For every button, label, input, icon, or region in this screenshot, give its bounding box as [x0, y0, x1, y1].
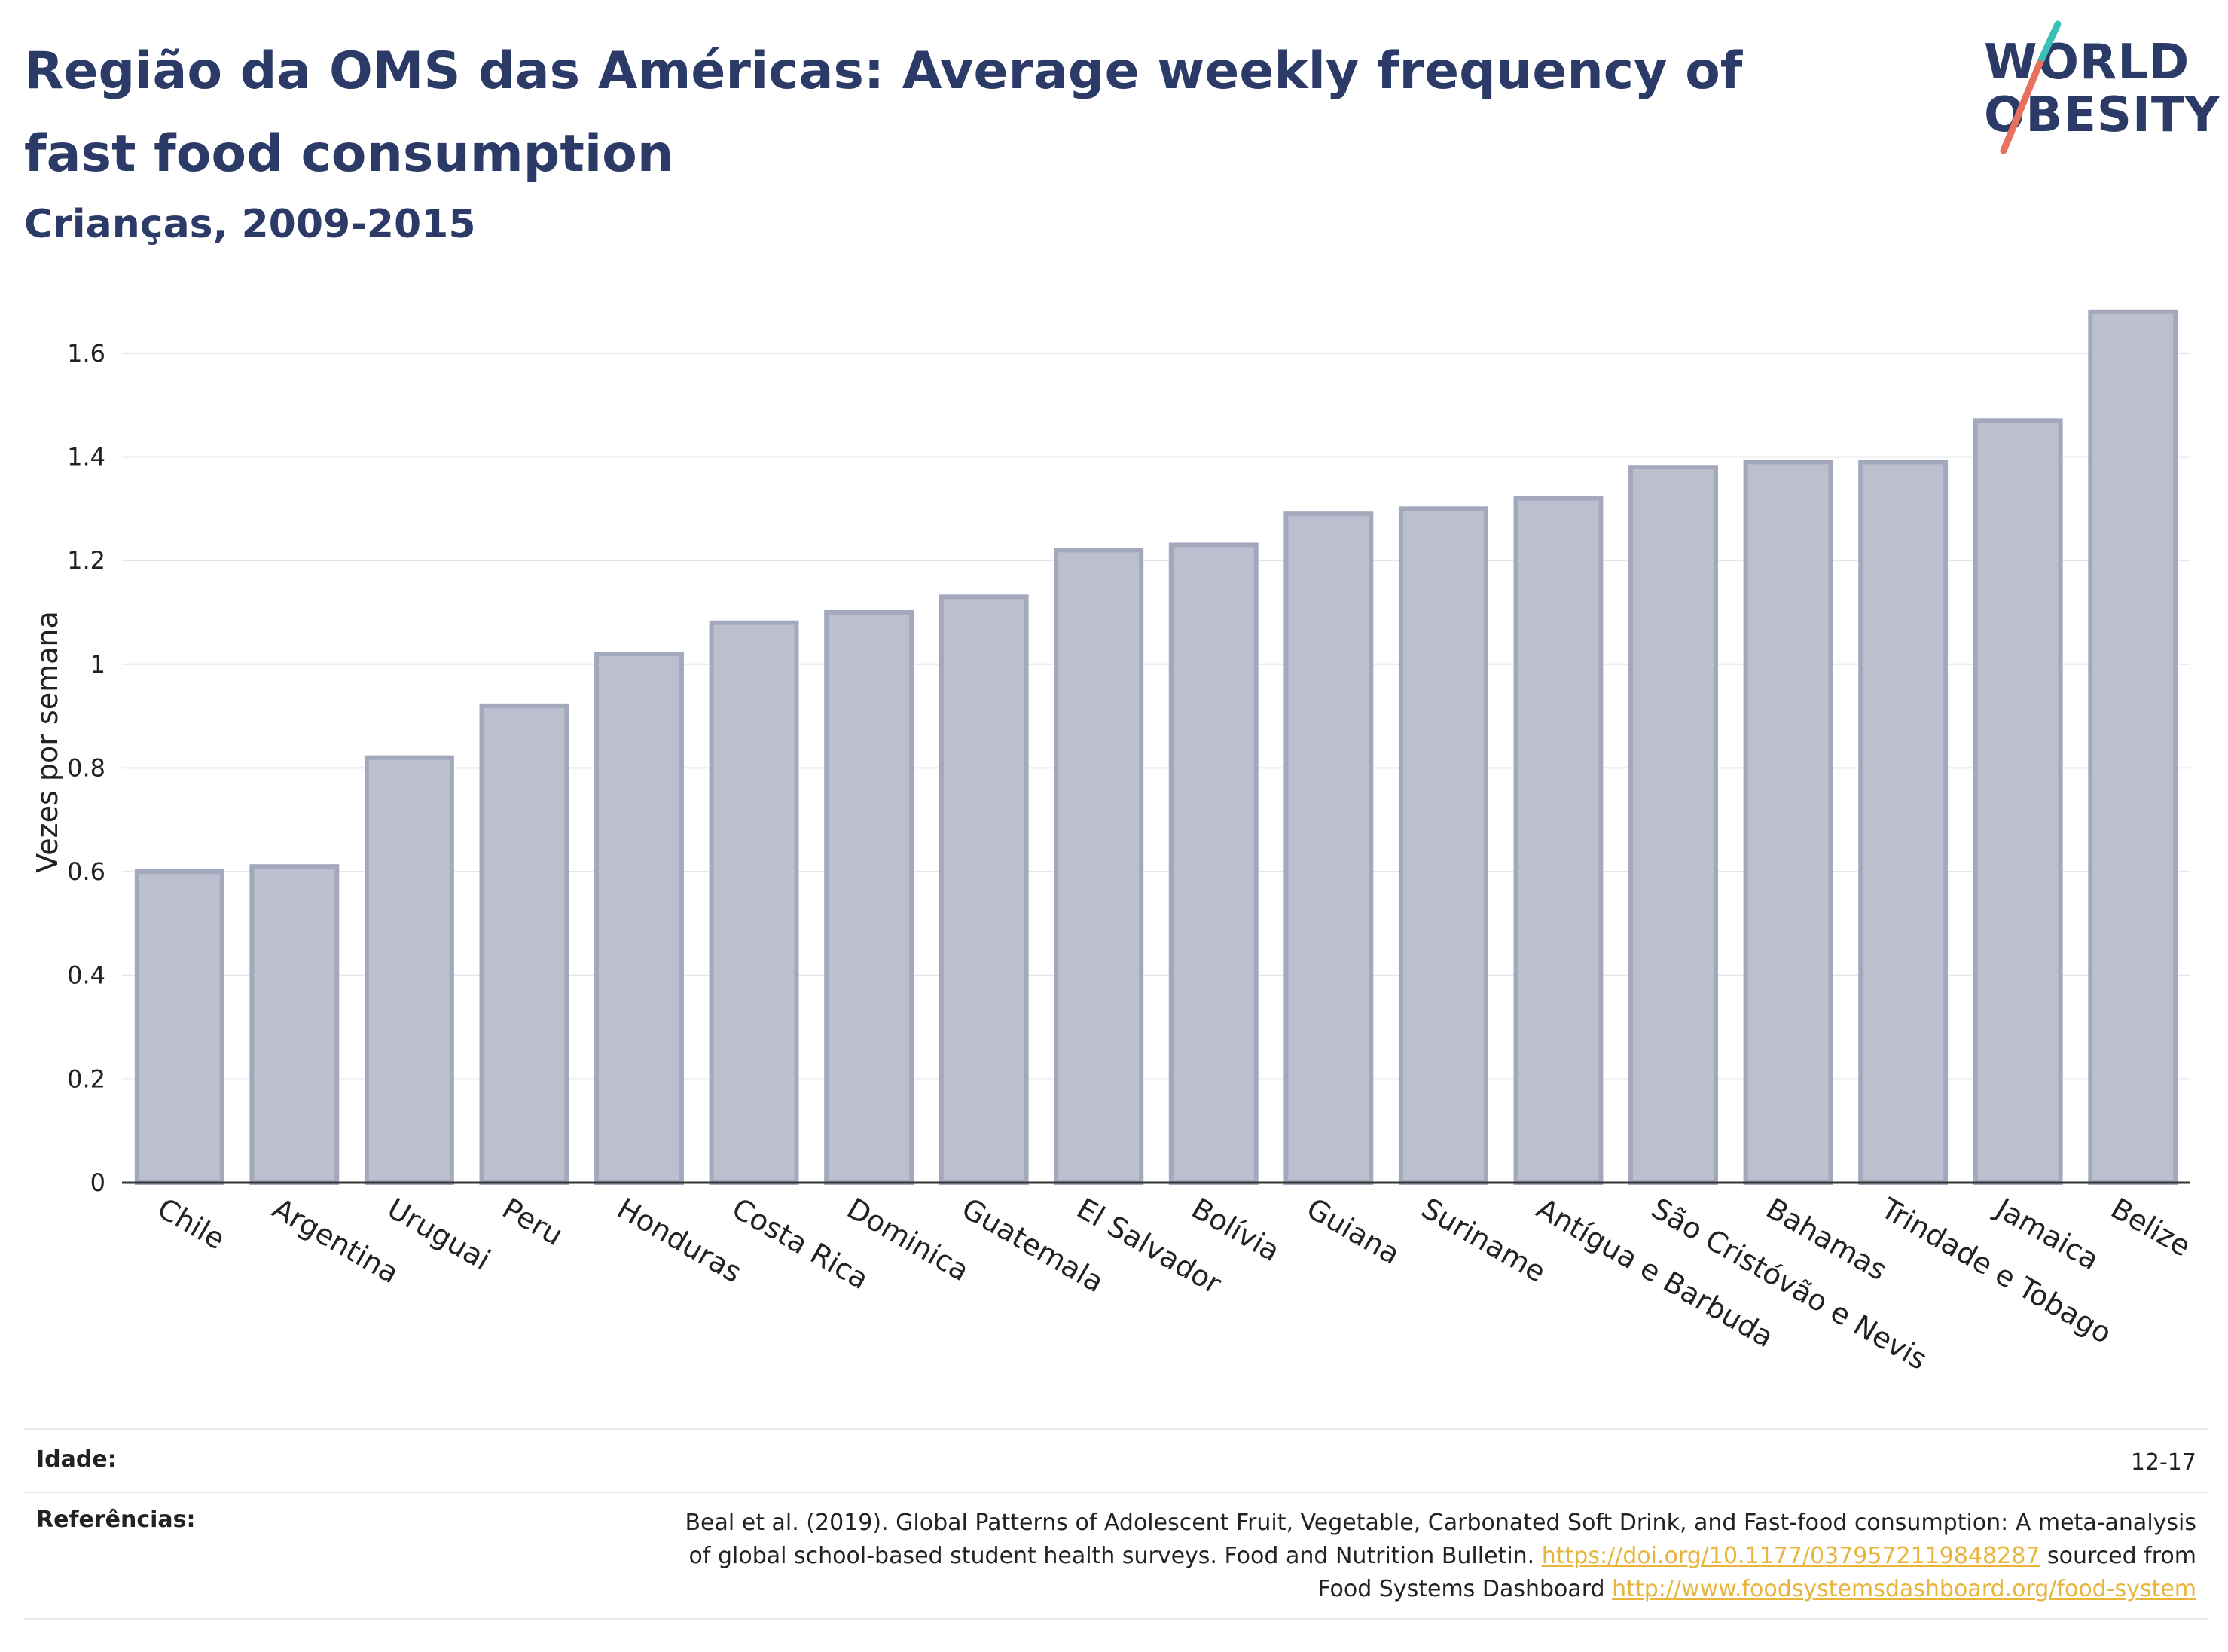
chart-subtitle: Crianças, 2009-2015 [24, 202, 476, 247]
y-tick-label: 0.6 [67, 857, 105, 886]
x-tick-label: Guiana [1301, 1192, 1405, 1271]
y-tick-label: 1.4 [67, 442, 105, 471]
reference-line-2-tail: sourced from [2046, 1543, 2196, 1569]
x-tick-label: Suriname [1416, 1192, 1552, 1289]
bar [939, 594, 1029, 1185]
reference-line-2-text: of global school-based student health su… [688, 1543, 1535, 1569]
y-tick-label: 1.2 [67, 546, 105, 575]
bar [1743, 460, 1833, 1185]
bar [479, 703, 569, 1185]
x-tick-label: Belize [2105, 1192, 2196, 1263]
bar [1168, 542, 1259, 1185]
bar-chart: 0 0.2 0.4 0.6 0.8 1 1.2 1.4 1.6 Vezes por semana C… [31, 309, 2196, 1376]
footer-references-row: Referências: Beal et al. (2019). Global … [24, 1507, 2208, 1612]
bar [1054, 548, 1144, 1185]
footer-divider-top [24, 1428, 2208, 1430]
logo-slash-icon [2000, 20, 2062, 154]
references-label: Referências: [36, 1507, 196, 1533]
age-label: Idade: [36, 1446, 117, 1473]
chart-title: Região da OMS das Américas: Average week… [24, 41, 1743, 184]
logo-line-1: WORLD [1984, 35, 2190, 90]
y-axis-label: Vezes por semana [31, 611, 64, 873]
reference-line-2: of global school-based student health su… [685, 1540, 2196, 1573]
reference-line-1: Beal et al. (2019). Global Patterns of A… [685, 1510, 2196, 1536]
bar [1858, 460, 1949, 1185]
food-systems-link[interactable]: http://www.foodsystemsdashboard.org/food… [1612, 1576, 2196, 1602]
bar [1628, 465, 1718, 1185]
bar [1398, 506, 1488, 1185]
x-tick-label: Peru [496, 1192, 568, 1252]
world-obesity-logo: WORLD OBESITY [1973, 18, 2222, 161]
bar [824, 609, 914, 1185]
y-tick-label: 0 [90, 1168, 105, 1197]
age-value: 12-17 [2130, 1449, 2196, 1476]
x-tick-label: Argentina [267, 1192, 404, 1290]
references-text: Beal et al. (2019). Global Patterns of A… [685, 1507, 2196, 1606]
bar [1973, 418, 2063, 1185]
footer-divider-middle [24, 1492, 2208, 1493]
bar [1283, 511, 1374, 1186]
bar [709, 620, 799, 1185]
bar [364, 755, 454, 1185]
bar [1513, 496, 1604, 1185]
reference-line-3-text: Food Systems Dashboard [1317, 1576, 1605, 1602]
y-tick-label: 0.2 [67, 1064, 105, 1093]
x-tick-label: Honduras [612, 1192, 747, 1290]
bar [134, 869, 224, 1185]
bar [2088, 309, 2178, 1186]
y-tick-label: 1.6 [67, 339, 105, 368]
footer-age-row: Idade: 12-17 [24, 1446, 2208, 1484]
bar [594, 652, 684, 1185]
y-tick-label: 0.4 [67, 961, 105, 990]
x-tick-label: Chile [152, 1192, 230, 1257]
reference-line-3: Food Systems Dashboard http://www.foodsy… [685, 1573, 2196, 1606]
doi-link[interactable]: https://doi.org/10.1177/0379572119848287 [1541, 1543, 2040, 1569]
y-tick-label: 0.8 [67, 753, 105, 782]
footer-divider-bottom [24, 1618, 2208, 1620]
bar [249, 864, 340, 1185]
y-tick-label: 1 [90, 650, 105, 679]
